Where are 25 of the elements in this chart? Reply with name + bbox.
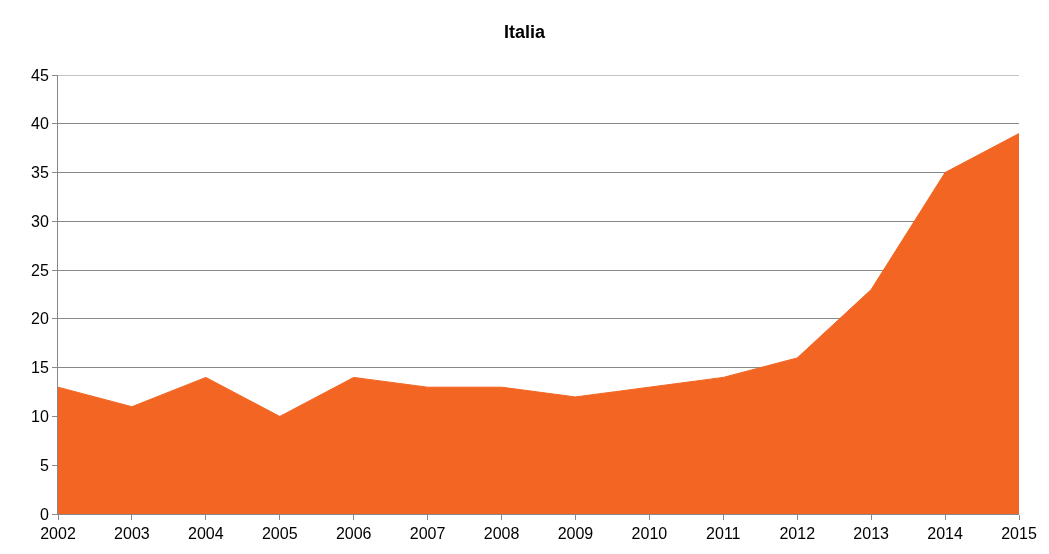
x-tick-label: 2012 (779, 525, 816, 543)
y-tick-label: 40 (31, 115, 49, 133)
y-tick-label: 0 (39, 505, 49, 523)
x-tick-label: 2008 (483, 525, 520, 543)
x-tick-label: 2015 (1001, 525, 1037, 543)
y-tick-label: 5 (39, 456, 49, 474)
x-tick-label: 2013 (853, 525, 890, 543)
x-tick-label: 2002 (40, 525, 76, 543)
y-tick-label: 45 (31, 66, 49, 84)
x-tick-label: 2011 (706, 525, 741, 543)
x-tick-label: 2005 (261, 525, 298, 543)
x-tick-label: 2014 (927, 525, 963, 543)
y-tick-label: 10 (31, 408, 49, 426)
y-tick-label: 20 (31, 310, 49, 328)
x-tick-label: 2009 (557, 525, 594, 543)
x-tick-label: 2004 (188, 525, 224, 543)
y-tick-label: 30 (31, 212, 49, 230)
y-tick-label: 25 (31, 261, 49, 279)
y-tick-label: 35 (31, 164, 49, 182)
x-tick-label: 2003 (114, 525, 150, 543)
x-tick-label: 2007 (409, 525, 446, 543)
x-tick-label: 2010 (631, 525, 668, 543)
x-tick-label: 2006 (335, 525, 372, 543)
y-tick-label: 15 (31, 359, 49, 377)
chart-title: Italia (503, 21, 546, 42)
